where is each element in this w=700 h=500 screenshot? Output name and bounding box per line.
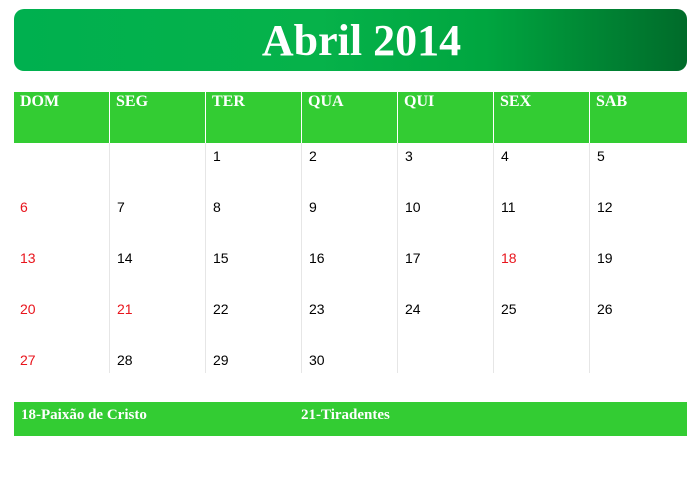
- grid-divider: [589, 143, 590, 373]
- header-divider: [397, 92, 398, 143]
- header-divider: [109, 92, 110, 143]
- day-cell: 6: [20, 199, 28, 215]
- day-cell: 5: [597, 148, 605, 164]
- day-cell: 28: [117, 352, 133, 368]
- day-cell: 22: [213, 301, 229, 317]
- day-cell: 30: [309, 352, 325, 368]
- day-cell: 7: [117, 199, 125, 215]
- holiday-note: 21-Tiradentes: [301, 407, 390, 423]
- day-cell: 25: [501, 301, 517, 317]
- day-cell: 12: [597, 199, 613, 215]
- day-cell: 24: [405, 301, 421, 317]
- weekday-header-ter: TER: [212, 93, 245, 110]
- day-cell: 21: [117, 301, 133, 317]
- day-cell: 13: [20, 250, 36, 266]
- day-cell: 29: [213, 352, 229, 368]
- day-cell: 2: [309, 148, 317, 164]
- grid-divider: [301, 143, 302, 373]
- day-cell: 19: [597, 250, 613, 266]
- day-cell: 9: [309, 199, 317, 215]
- header-divider: [493, 92, 494, 143]
- day-cell: 16: [309, 250, 325, 266]
- weekday-header-qua: QUA: [308, 93, 344, 110]
- day-cell: 1: [213, 148, 221, 164]
- header-divider: [589, 92, 590, 143]
- day-cell: 4: [501, 148, 509, 164]
- weekday-header-seg: SEG: [116, 93, 149, 110]
- calendar-title: Abril 2014: [261, 15, 462, 65]
- day-cell: 11: [501, 199, 516, 215]
- day-cell: 20: [20, 301, 36, 317]
- grid-divider: [493, 143, 494, 373]
- grid-divider: [397, 143, 398, 373]
- day-cell: 3: [405, 148, 413, 164]
- calendar-title-banner: Abril 2014: [14, 9, 687, 71]
- day-cell: 23: [309, 301, 325, 317]
- day-cell: 27: [20, 352, 36, 368]
- day-cell: 8: [213, 199, 221, 215]
- holiday-note: 18-Paixão de Cristo: [21, 407, 147, 423]
- day-cell: 14: [117, 250, 133, 266]
- day-cell: 18: [501, 250, 517, 266]
- weekday-header-sex: SEX: [500, 93, 532, 110]
- weekday-header-qui: QUI: [404, 93, 435, 110]
- header-divider: [205, 92, 206, 143]
- weekday-header-dom: DOM: [20, 93, 60, 110]
- weekday-header-sab: SAB: [596, 93, 628, 110]
- day-cell: 17: [405, 250, 421, 266]
- day-cell: 26: [597, 301, 613, 317]
- day-cell: 15: [213, 250, 229, 266]
- grid-divider: [205, 143, 206, 373]
- header-divider: [301, 92, 302, 143]
- grid-divider: [109, 143, 110, 373]
- holiday-notes-bar: 18-Paixão de Cristo 21-Tiradentes: [14, 402, 687, 436]
- day-cell: 10: [405, 199, 421, 215]
- weekday-header-row: DOM SEG TER QUA QUI SEX SAB: [14, 92, 687, 143]
